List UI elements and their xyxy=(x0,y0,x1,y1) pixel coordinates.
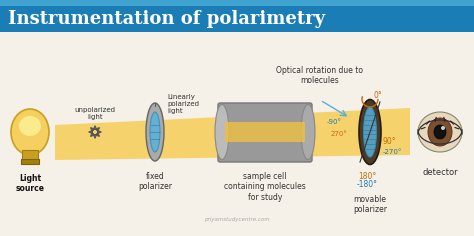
Ellipse shape xyxy=(11,109,49,155)
Ellipse shape xyxy=(215,105,229,160)
Polygon shape xyxy=(55,108,410,160)
FancyBboxPatch shape xyxy=(0,0,474,6)
Bar xyxy=(22,150,38,160)
Text: 0°: 0° xyxy=(374,90,383,100)
Text: Optical rotation due to
molecules: Optical rotation due to molecules xyxy=(276,66,364,85)
Text: -270°: -270° xyxy=(383,149,402,155)
Text: 180°: 180° xyxy=(358,172,376,181)
Text: 270°: 270° xyxy=(330,131,347,137)
Text: unpolarized
light: unpolarized light xyxy=(74,107,116,120)
Ellipse shape xyxy=(146,103,164,161)
Ellipse shape xyxy=(428,118,452,146)
Text: sample cell
containing molecules
for study: sample cell containing molecules for stu… xyxy=(224,172,306,202)
Ellipse shape xyxy=(150,112,160,152)
Text: -180°: -180° xyxy=(356,180,377,189)
Polygon shape xyxy=(225,122,305,142)
Ellipse shape xyxy=(418,112,462,152)
Text: Linearly
polarized
light: Linearly polarized light xyxy=(167,94,199,114)
Bar xyxy=(21,159,39,164)
FancyBboxPatch shape xyxy=(0,0,474,32)
Text: fixed
polarizer: fixed polarizer xyxy=(138,172,172,191)
Text: -90°: -90° xyxy=(327,119,342,125)
Ellipse shape xyxy=(301,105,315,160)
Text: detector: detector xyxy=(422,168,458,177)
Ellipse shape xyxy=(359,100,381,164)
Ellipse shape xyxy=(441,126,445,130)
Text: Instrumentation of polarimetry: Instrumentation of polarimetry xyxy=(8,10,325,28)
Ellipse shape xyxy=(364,107,376,157)
Text: Light
source: Light source xyxy=(16,174,45,193)
Text: movable
polarizer: movable polarizer xyxy=(353,195,387,214)
Text: 90°: 90° xyxy=(383,138,397,147)
Ellipse shape xyxy=(19,116,41,136)
FancyBboxPatch shape xyxy=(218,103,312,162)
Text: priyamstudycentre.com: priyamstudycentre.com xyxy=(204,217,270,222)
Ellipse shape xyxy=(434,125,446,139)
